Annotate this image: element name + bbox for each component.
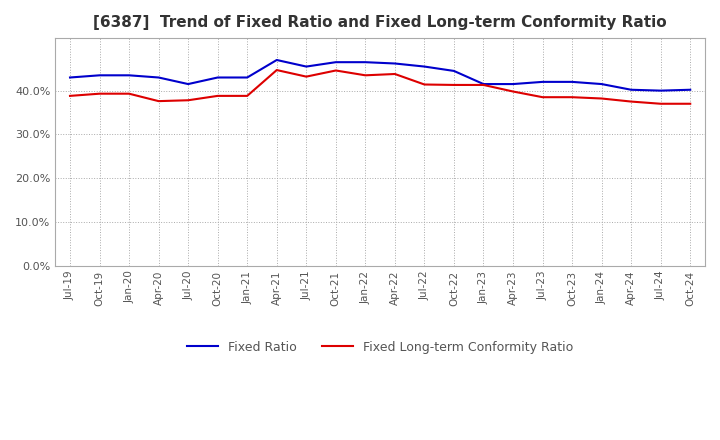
Fixed Long-term Conformity Ratio [598,96,606,101]
Fixed Ratio [657,88,665,93]
Fixed Ratio [361,59,369,65]
Fixed Long-term Conformity Ratio [539,95,547,100]
Fixed Ratio [598,81,606,87]
Fixed Ratio [213,75,222,80]
Fixed Ratio [272,57,281,62]
Fixed Ratio [539,79,547,84]
Fixed Ratio [331,59,340,65]
Fixed Long-term Conformity Ratio [449,82,458,88]
Fixed Ratio [95,73,104,78]
Fixed Long-term Conformity Ratio [243,93,251,99]
Fixed Long-term Conformity Ratio [480,82,488,88]
Fixed Ratio [420,64,428,69]
Legend: Fixed Ratio, Fixed Long-term Conformity Ratio: Fixed Ratio, Fixed Long-term Conformity … [182,336,578,359]
Fixed Ratio [568,79,577,84]
Line: Fixed Ratio: Fixed Ratio [70,60,690,91]
Fixed Ratio [449,68,458,73]
Fixed Ratio [66,75,74,80]
Fixed Long-term Conformity Ratio [213,93,222,99]
Fixed Long-term Conformity Ratio [302,74,310,79]
Fixed Ratio [302,64,310,69]
Fixed Long-term Conformity Ratio [331,68,340,73]
Fixed Ratio [154,75,163,80]
Fixed Ratio [480,81,488,87]
Fixed Ratio [243,75,251,80]
Fixed Long-term Conformity Ratio [184,98,192,103]
Fixed Ratio [627,87,636,92]
Fixed Ratio [509,81,518,87]
Fixed Ratio [125,73,133,78]
Fixed Ratio [686,87,695,92]
Fixed Long-term Conformity Ratio [272,67,281,73]
Fixed Long-term Conformity Ratio [361,73,369,78]
Fixed Long-term Conformity Ratio [686,101,695,106]
Fixed Ratio [184,81,192,87]
Fixed Long-term Conformity Ratio [509,89,518,94]
Fixed Long-term Conformity Ratio [66,93,74,99]
Fixed Long-term Conformity Ratio [154,99,163,104]
Fixed Long-term Conformity Ratio [95,91,104,96]
Fixed Long-term Conformity Ratio [568,95,577,100]
Fixed Long-term Conformity Ratio [420,82,428,87]
Fixed Ratio [390,61,399,66]
Fixed Long-term Conformity Ratio [390,71,399,77]
Line: Fixed Long-term Conformity Ratio: Fixed Long-term Conformity Ratio [70,70,690,104]
Fixed Long-term Conformity Ratio [627,99,636,104]
Title: [6387]  Trend of Fixed Ratio and Fixed Long-term Conformity Ratio: [6387] Trend of Fixed Ratio and Fixed Lo… [94,15,667,30]
Fixed Long-term Conformity Ratio [657,101,665,106]
Fixed Long-term Conformity Ratio [125,91,133,96]
